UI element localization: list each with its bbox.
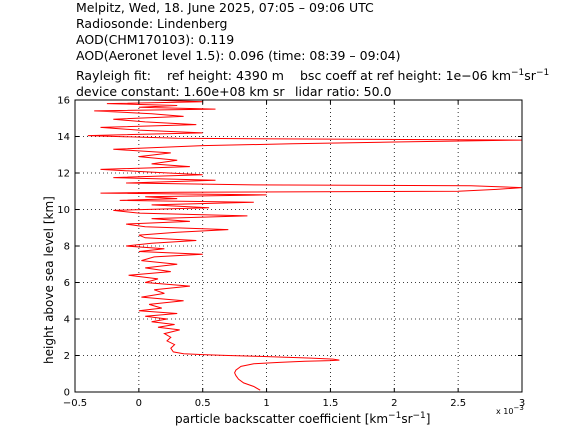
x-tick-labels: −0.5 0 0.5 1 1.5 2 2.5 3 bbox=[63, 398, 525, 409]
y-tick-label: 2 bbox=[64, 351, 70, 362]
x-tick-label: 1.5 bbox=[322, 398, 338, 409]
grid-lines bbox=[75, 100, 522, 392]
header-line-1: Melpitz, Wed, 18. June 2025, 07:05 – 09:… bbox=[76, 0, 374, 15]
header-line-3: AOD(CHM170103): 0.119 bbox=[76, 32, 235, 47]
y-tick-labels: 0 2 4 6 8 10 12 14 16 bbox=[57, 96, 70, 399]
device-constant-label: device constant: 1.60e+08 km sr bbox=[76, 84, 285, 99]
x-tick-label: −0.5 bbox=[63, 398, 87, 409]
header-line-4: AOD(Aeronet level 1.5): 0.096 (time: 08:… bbox=[76, 48, 401, 63]
y-tick-label: 0 bbox=[64, 388, 70, 399]
y-axis-label: height above sea level [km] bbox=[42, 196, 56, 364]
y-tick-label: 10 bbox=[57, 205, 70, 216]
y-tick-label: 14 bbox=[57, 132, 70, 143]
header-line-2: Radiosonde: Lindenberg bbox=[76, 16, 228, 31]
y-tick-label: 8 bbox=[64, 242, 70, 253]
bsc-coeff-label: bsc coeff at ref height: 1e−06 km−1sr−1 bbox=[300, 68, 550, 84]
y-tick-label: 6 bbox=[64, 278, 70, 289]
x-tick-label: 2 bbox=[391, 398, 397, 409]
rayleigh-fit-label: Rayleigh fit: bbox=[76, 68, 151, 83]
tick-marks bbox=[74, 99, 523, 393]
backscatter-profile-line bbox=[87, 100, 522, 391]
y-tick-label: 16 bbox=[57, 96, 70, 107]
x-tick-label: 2.5 bbox=[450, 398, 466, 409]
x-tick-label: 0.5 bbox=[195, 398, 211, 409]
ref-height-label: ref height: 4390 m bbox=[167, 68, 284, 83]
bsc-coeff-text: bsc coeff at ref height: 1e−06 km bbox=[300, 68, 511, 84]
x-axis-label: particle backscatter coefficient [km−1sr… bbox=[175, 411, 430, 426]
x-tick-label: 3 bbox=[519, 398, 525, 409]
x-scale-note: x 10−3 bbox=[496, 404, 524, 416]
lidar-ratio-label: lidar ratio: 50.0 bbox=[295, 84, 392, 99]
y-tick-label: 12 bbox=[57, 169, 70, 180]
y-tick-label: 4 bbox=[64, 315, 70, 326]
data-series-group bbox=[87, 100, 522, 391]
x-tick-label: 1 bbox=[263, 398, 269, 409]
x-tick-label: 0 bbox=[136, 398, 142, 409]
